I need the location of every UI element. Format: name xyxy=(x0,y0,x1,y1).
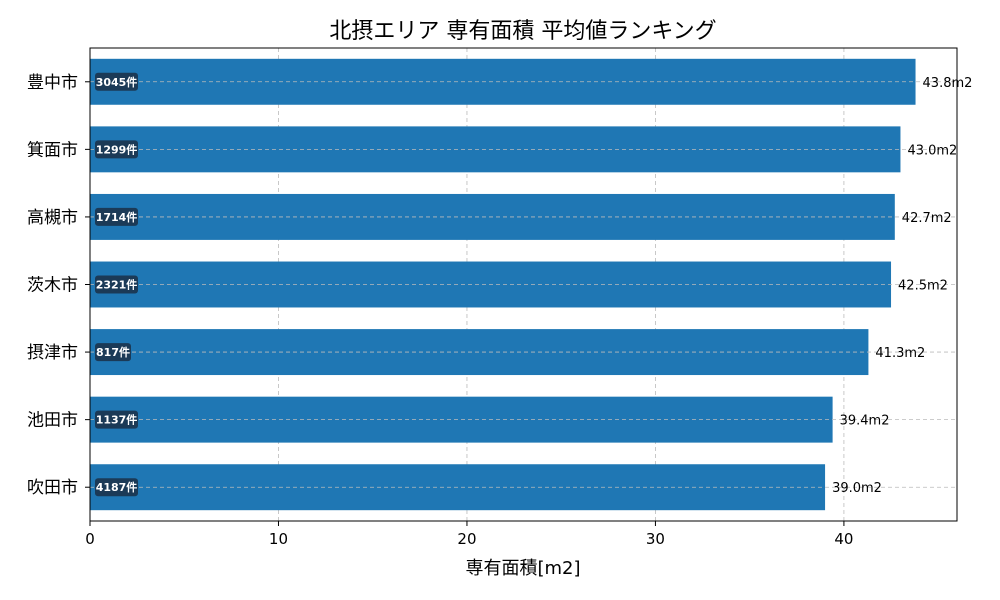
count-label: 1714件 xyxy=(96,210,138,224)
category-label: 豊中市 xyxy=(27,73,78,93)
value-label: 43.8m2 xyxy=(923,76,973,91)
value-label: 42.7m2 xyxy=(902,211,952,226)
category-label: 茨木市 xyxy=(27,276,78,296)
value-label: 42.5m2 xyxy=(898,279,948,294)
count-badge xyxy=(95,72,138,91)
count-badge xyxy=(95,410,138,429)
x-ticks: 0 10 20 30 40 xyxy=(85,81,853,548)
chart-title: 北摂エリア 専有面積 平均値ランキング xyxy=(329,19,716,44)
x-tick-label: 20 xyxy=(457,530,476,548)
count-badge xyxy=(95,478,138,497)
horizontal-grid-lines xyxy=(90,81,957,488)
x-tick-label: 40 xyxy=(834,530,853,548)
count-badge xyxy=(95,140,138,159)
value-label: 41.3m2 xyxy=(875,346,925,361)
count-badges: 3045件 1299件 1714件 2321件 817件 1137件 4187件 xyxy=(95,72,138,497)
value-label: 43.0m2 xyxy=(907,143,957,158)
count-badge xyxy=(95,275,138,294)
category-label: 池田市 xyxy=(27,411,78,431)
category-label: 箕面市 xyxy=(27,140,78,160)
value-label: 39.4m2 xyxy=(840,414,890,429)
category-label: 吹田市 xyxy=(27,478,78,498)
count-badge xyxy=(95,343,131,362)
count-label: 4187件 xyxy=(96,480,138,494)
count-label: 2321件 xyxy=(96,278,138,292)
x-axis-label: 専有面積[m2] xyxy=(465,558,580,579)
x-tick-label: 10 xyxy=(269,530,288,548)
category-label: 摂津市 xyxy=(27,343,78,363)
count-label: 817件 xyxy=(96,345,130,359)
count-label: 1137件 xyxy=(96,413,138,427)
x-tick-label: 30 xyxy=(646,530,665,548)
category-label: 高槻市 xyxy=(27,208,78,228)
count-label: 1299件 xyxy=(96,142,138,156)
value-labels: 43.8m2 43.0m2 42.7m2 42.5m2 41.3m2 39.4m2 39.0… xyxy=(832,76,972,496)
count-label: 3045件 xyxy=(96,75,138,89)
value-label: 39.0m2 xyxy=(832,481,882,496)
plot-frame xyxy=(89,47,958,522)
x-tick-label: 0 xyxy=(85,530,95,548)
count-badge xyxy=(95,207,138,226)
